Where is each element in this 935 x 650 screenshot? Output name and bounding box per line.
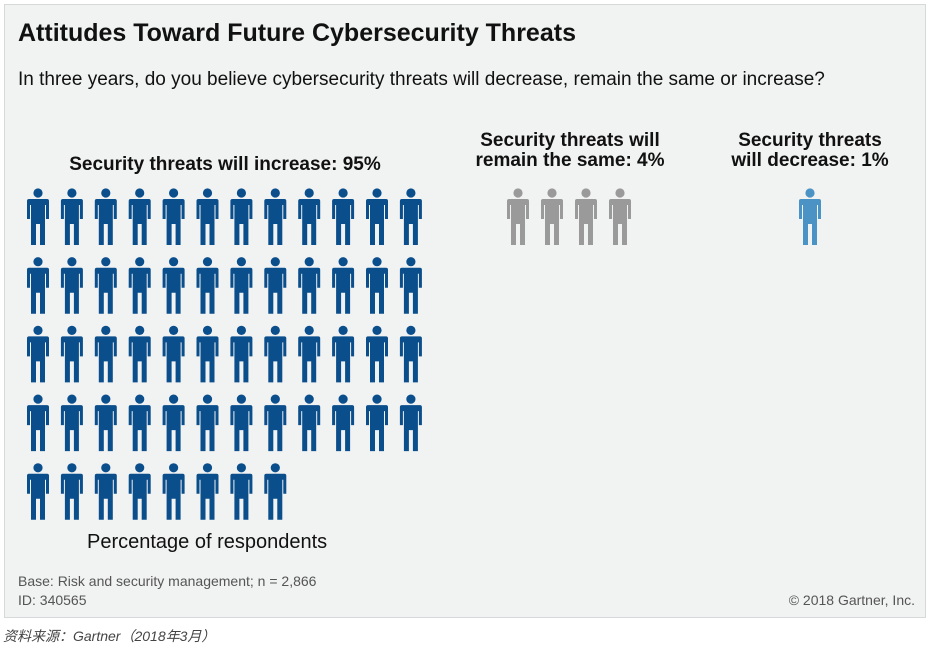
person-icon-increase xyxy=(298,394,321,452)
person-icon-increase xyxy=(399,394,422,452)
person-icon-increase xyxy=(196,188,219,245)
person-icon-increase xyxy=(298,257,321,314)
person-icon-increase xyxy=(162,188,185,245)
person-icon-increase xyxy=(264,188,287,245)
group-same-label-line2: remain the same: 4% xyxy=(475,150,665,171)
person-icon-increase xyxy=(230,394,253,452)
group-same-label-line1: Security threats will xyxy=(480,130,660,151)
person-icon-increase xyxy=(128,325,151,383)
person-icon-increase xyxy=(60,325,83,383)
pictograph xyxy=(27,188,821,520)
person-icon-increase xyxy=(162,257,185,314)
person-icon-same xyxy=(507,188,529,245)
person-icon-increase xyxy=(196,394,219,452)
axis-label: Percentage of respondents xyxy=(87,531,328,553)
person-icon-increase xyxy=(60,188,83,245)
footer-notes: Base: Risk and security management; n = … xyxy=(18,572,316,610)
person-icon-same xyxy=(541,188,563,245)
person-icon-increase xyxy=(27,257,49,314)
chart-title: Attitudes Toward Future Cybersecurity Th… xyxy=(18,19,576,47)
footer-copyright: © 2018 Gartner, Inc. xyxy=(788,592,915,608)
group-same-label: Security threats will remain the same: 4… xyxy=(445,131,695,171)
person-icon-increase xyxy=(162,325,185,383)
person-icon-increase xyxy=(264,463,287,520)
person-icon-increase xyxy=(94,325,117,383)
footer-id: ID: 340565 xyxy=(18,592,87,608)
person-icon-same xyxy=(609,188,631,245)
person-icon-increase xyxy=(264,325,287,383)
person-icon-increase xyxy=(230,463,253,520)
source-caption: 资料来源：Gartner（2018年3月） xyxy=(3,628,216,644)
footer-base: Base: Risk and security management; n = … xyxy=(18,573,317,589)
person-icon-increase xyxy=(366,394,388,452)
person-icon-increase xyxy=(128,463,151,520)
person-icon-increase xyxy=(162,463,185,520)
person-icon-increase xyxy=(298,188,321,245)
chart-subtitle: In three years, do you believe cybersecu… xyxy=(18,69,825,90)
person-icon-increase xyxy=(264,257,287,314)
person-icon-increase xyxy=(60,463,83,520)
person-icon-increase xyxy=(332,325,355,383)
person-icon-increase xyxy=(27,463,49,520)
person-icon-increase xyxy=(366,257,388,314)
person-icon-increase xyxy=(128,188,151,245)
group-decrease-label-line1: Security threats xyxy=(738,130,882,151)
person-icon-increase xyxy=(128,257,151,314)
person-icon-increase xyxy=(60,394,83,452)
person-icon-increase xyxy=(366,188,388,245)
person-icon-increase xyxy=(196,463,219,520)
person-icon-increase xyxy=(196,257,219,314)
person-icon-increase xyxy=(399,257,422,314)
person-icon-increase xyxy=(196,325,219,383)
person-icon-increase xyxy=(94,257,117,314)
person-icon-increase xyxy=(230,188,253,245)
group-increase-label: Security threats will increase: 95% xyxy=(69,154,381,175)
person-icon-increase xyxy=(399,188,422,245)
person-icon-increase xyxy=(94,394,117,452)
person-icon-increase xyxy=(332,257,355,314)
person-icon-increase xyxy=(27,188,49,245)
person-icon-increase xyxy=(94,188,117,245)
person-icon-increase xyxy=(298,325,321,383)
person-icon-increase xyxy=(60,257,83,314)
person-icon-increase xyxy=(366,325,388,383)
person-icon-increase xyxy=(264,394,287,452)
person-icon-increase xyxy=(94,463,117,520)
person-icon-increase xyxy=(332,188,355,245)
person-icon-increase xyxy=(162,394,185,452)
person-icon-increase xyxy=(27,394,49,452)
person-icon-increase xyxy=(332,394,355,452)
person-icon-same xyxy=(575,188,597,245)
person-icon-decrease xyxy=(799,188,821,245)
person-icon-increase xyxy=(27,325,49,383)
chart-card: Attitudes Toward Future Cybersecurity Th… xyxy=(4,4,926,618)
person-icon-increase xyxy=(230,325,253,383)
person-icon-increase xyxy=(128,394,151,452)
group-decrease-label-line2: will decrease: 1% xyxy=(731,150,889,171)
person-icon-increase xyxy=(230,257,253,314)
group-decrease-label: Security threats will decrease: 1% xyxy=(705,131,915,171)
person-icon-increase xyxy=(399,325,422,383)
